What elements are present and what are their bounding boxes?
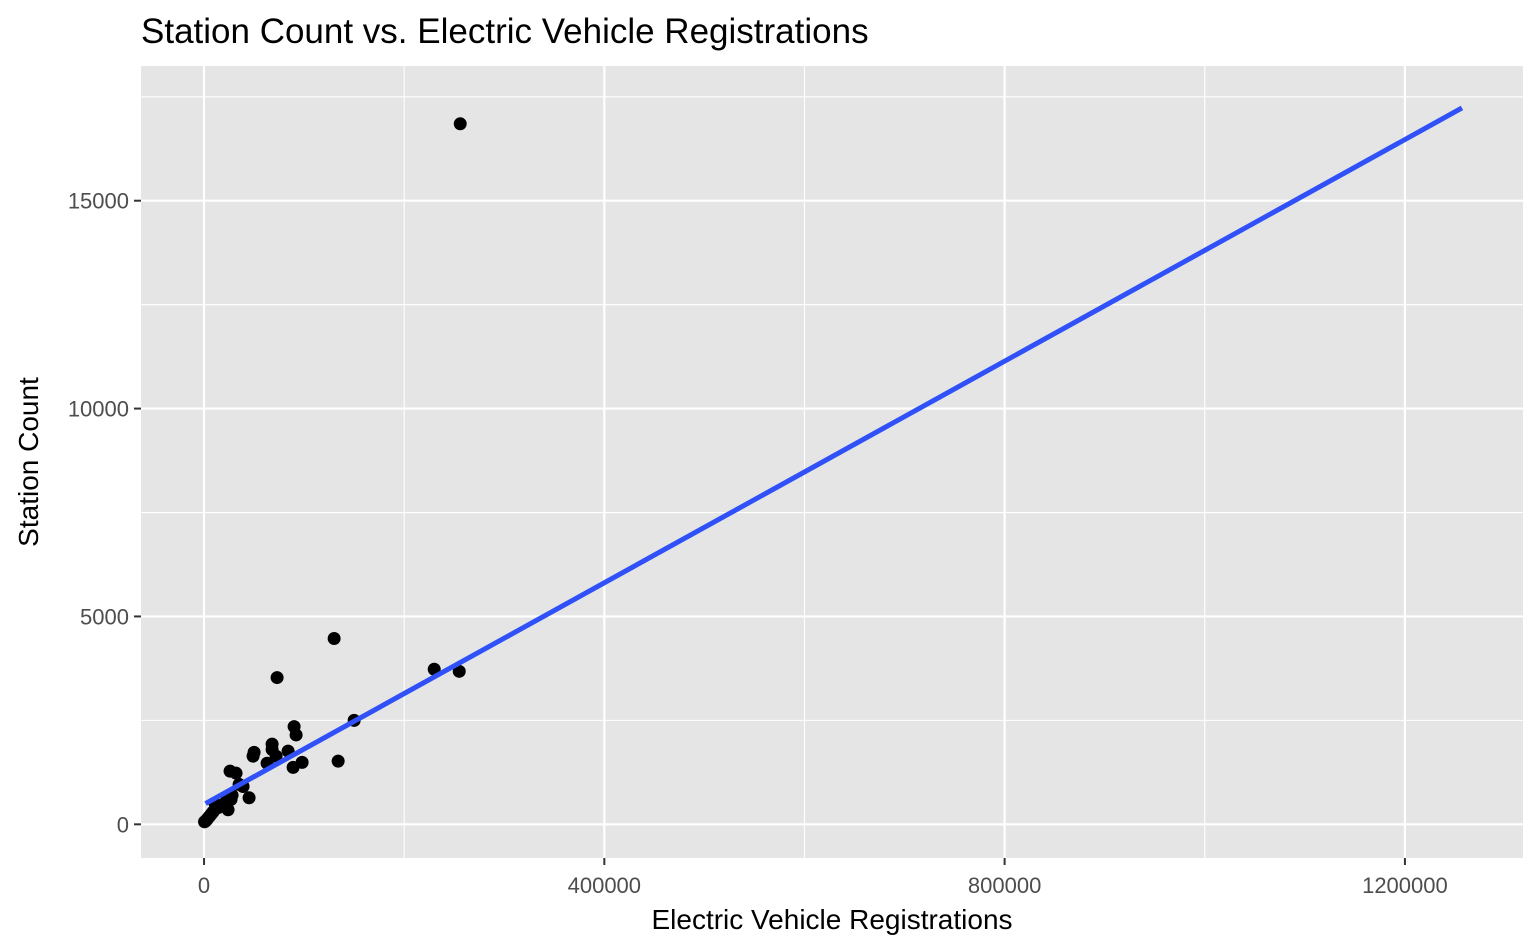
data-point (289, 728, 303, 742)
data-point (269, 749, 283, 763)
data-point (452, 664, 466, 678)
plot-panel (141, 66, 1523, 858)
x-tick-label: 1200000 (1362, 873, 1448, 898)
fit-line-layer (204, 105, 1464, 806)
data-point (327, 631, 341, 645)
data-point (198, 815, 212, 829)
x-axis-title: Electric Vehicle Registrations (651, 904, 1012, 935)
data-point (286, 760, 300, 774)
y-tick-label: 10000 (68, 397, 129, 422)
minor-gridlines (141, 66, 1523, 858)
y-tick-label: 0 (117, 812, 129, 837)
x-axis-ticks: 0 400000 800000 1200000 (198, 858, 1448, 898)
y-tick-label: 15000 (68, 189, 129, 214)
x-tick-label: 400000 (568, 873, 641, 898)
x-tick-label: 800000 (968, 873, 1041, 898)
data-point (246, 749, 260, 763)
data-point (242, 791, 256, 805)
data-point (331, 754, 345, 768)
data-point (270, 671, 284, 685)
chart-title: Station Count vs. Electric Vehicle Regis… (141, 12, 869, 51)
x-tick-label: 0 (198, 873, 210, 898)
data-point (229, 766, 243, 780)
fit-line (204, 105, 1464, 806)
y-axis-title: Station Count (13, 377, 44, 547)
y-axis-ticks: 0 5000 10000 15000 (68, 189, 141, 837)
data-point (453, 117, 467, 131)
y-tick-label: 5000 (80, 604, 129, 629)
